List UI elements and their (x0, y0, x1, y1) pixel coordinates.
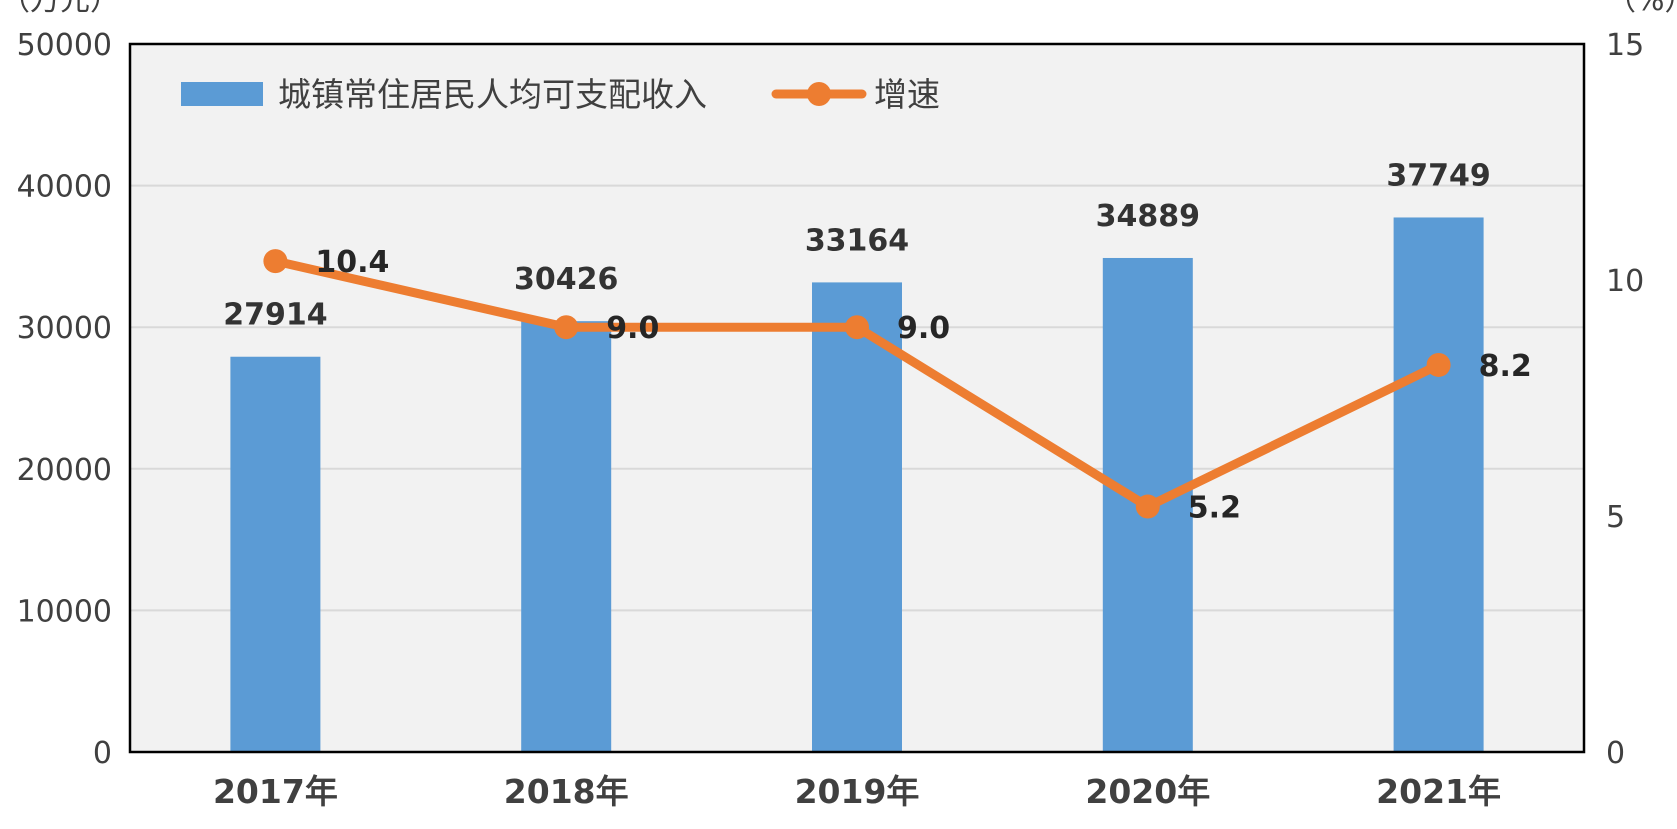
y-left-tick-label: 50000 (17, 28, 112, 63)
x-category-label: 2019年 (795, 772, 920, 811)
x-category-label: 2020年 (1085, 772, 1210, 811)
y-right-tick-label: 0 (1606, 736, 1625, 771)
y-left-tick-label: 20000 (17, 453, 112, 488)
plot-frame (128, 42, 1586, 754)
growth-marker (263, 249, 288, 274)
y-right-unit-label: （%） (1606, 0, 1677, 18)
growth-value-label: 9.0 (897, 311, 950, 346)
growth-value-label: 8.2 (1479, 349, 1532, 384)
y-right-tick-label: 10 (1606, 264, 1644, 299)
data-labels: 27914 30426 33164 34889 37749 10.4 9.0 9.0 5.2 8.… (223, 158, 1532, 525)
x-category-label: 2017年 (213, 772, 338, 811)
line-series (263, 249, 1451, 519)
x-category-label: 2018年 (504, 772, 629, 811)
bar-value-label: 37749 (1386, 158, 1490, 193)
legend-bar-label: 城镇常住居民人均可支配收入 (278, 75, 707, 114)
bar (521, 321, 612, 752)
legend-bar-swatch (181, 82, 263, 106)
axes: 0 10000 20000 30000 40000 50000 0 5 10 15 （万元） （%） 2… (0, 0, 1677, 811)
bar-value-label: 34889 (1096, 199, 1200, 234)
growth-value-label: 5.2 (1188, 491, 1241, 526)
growth-marker (845, 315, 869, 340)
bar-value-label: 27914 (223, 298, 327, 333)
bar-value-label: 33164 (805, 223, 909, 258)
bar-value-label: 30426 (514, 262, 618, 297)
growth-marker (1426, 352, 1451, 377)
bar (812, 282, 902, 752)
growth-marker (1135, 494, 1160, 519)
y-left-tick-label: 30000 (17, 311, 112, 346)
bar (1393, 217, 1484, 752)
y-right-tick-label: 15 (1606, 28, 1644, 63)
growth-value-label: 10.4 (315, 245, 389, 280)
growth-value-label: 9.0 (606, 311, 659, 346)
legend: 城镇常住居民人均可支配收入 增速 (181, 75, 940, 114)
y-left-tick-label: 0 (93, 736, 112, 771)
x-category-label: 2021年 (1376, 772, 1501, 811)
growth-marker (554, 315, 579, 340)
legend-line-label: 增速 (874, 75, 940, 114)
bar (230, 356, 321, 752)
y-right-tick-label: 5 (1606, 500, 1625, 535)
legend-line-marker (807, 82, 831, 106)
y-left-unit-label: （万元） (0, 0, 120, 18)
y-left-tick-label: 10000 (17, 594, 112, 629)
y-left-tick-label: 40000 (17, 170, 112, 205)
